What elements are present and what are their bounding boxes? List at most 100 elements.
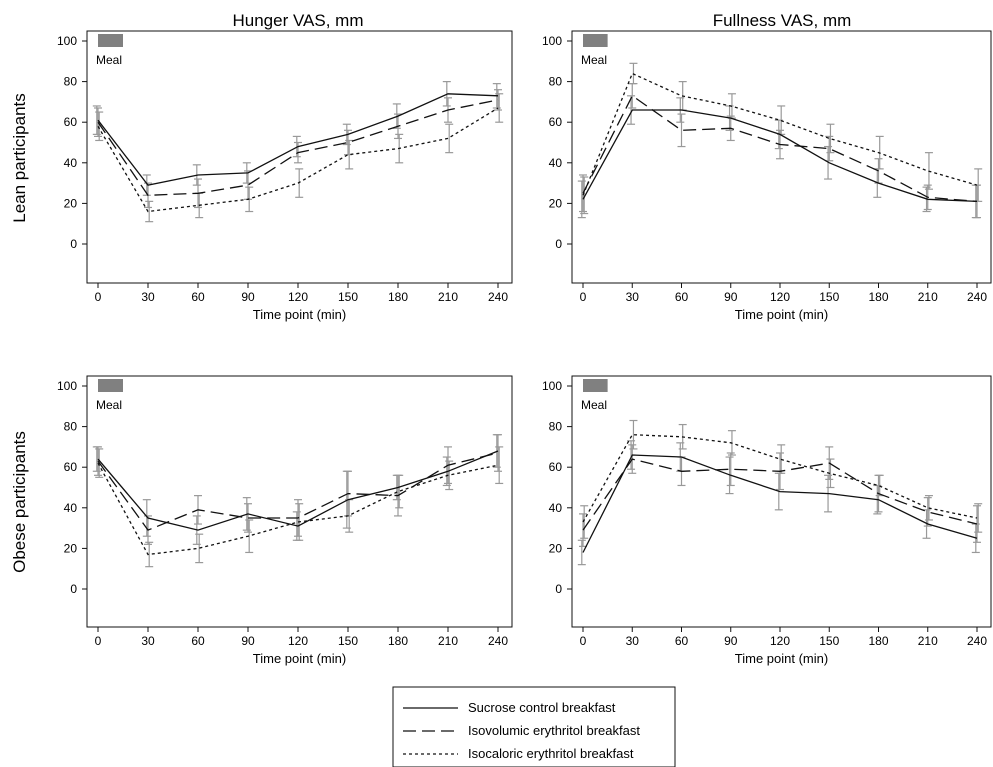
x-tick-label: 240: [488, 634, 508, 648]
y-tick-label: 60: [549, 115, 563, 129]
series-line-isocaloric: [97, 462, 499, 556]
row-label-lean: Lean participants: [10, 93, 29, 222]
meal-bar: [583, 379, 608, 392]
meal-label: Meal: [96, 398, 122, 412]
x-tick-label: 240: [967, 290, 987, 304]
column-title-fullness: Fullness VAS, mm: [713, 11, 852, 30]
x-tick-label: 0: [580, 634, 587, 648]
meal-bar: [583, 34, 608, 47]
chart-hunger-lean: 0 20 40 60 80 100 0 30 60 90 120 150 180 210 240 Time p…: [57, 30, 513, 322]
plot-frame: [86, 375, 513, 628]
meal-bar: [98, 379, 123, 392]
y-tick-label: 100: [542, 34, 562, 48]
x-tick-label: 90: [724, 290, 738, 304]
series-line-isocaloric: [97, 107, 499, 213]
x-tick-label: 180: [868, 290, 888, 304]
y-tick-label: 60: [64, 115, 78, 129]
y-tick-label: 80: [549, 420, 563, 434]
y-tick-label: 40: [64, 156, 78, 170]
x-tick-label: 90: [241, 290, 255, 304]
y-tick-label: 0: [70, 582, 77, 596]
y-tick-label: 100: [57, 34, 77, 48]
y-tick-label: 80: [549, 75, 563, 89]
legend-label-isovolumic: Isovolumic erythritol breakfast: [468, 723, 640, 738]
x-tick-label: 150: [819, 634, 839, 648]
chart-fullness-lean: 0 20 40 60 80 100 0 30 60 90 120 150 180 210 240 Time p…: [542, 30, 992, 322]
x-tick-label: 90: [724, 634, 738, 648]
x-axis-label: Time point (min): [253, 307, 346, 322]
x-tick-label: 0: [95, 634, 102, 648]
legend-label-isocaloric: Isocaloric erythritol breakfast: [468, 746, 634, 761]
y-tick-label: 0: [70, 237, 77, 251]
y-tick-label: 100: [57, 379, 77, 393]
y-tick-label: 40: [549, 156, 563, 170]
x-tick-label: 120: [288, 290, 308, 304]
x-tick-label: 210: [918, 290, 938, 304]
x-tick-label: 210: [918, 634, 938, 648]
x-tick-label: 210: [438, 290, 458, 304]
y-tick-label: 40: [64, 501, 78, 515]
x-tick-label: 180: [388, 290, 408, 304]
x-tick-label: 90: [241, 634, 255, 648]
y-tick-label: 0: [555, 582, 562, 596]
x-tick-label: 240: [967, 634, 987, 648]
x-tick-label: 60: [675, 634, 689, 648]
series-line-sucrose: [97, 93, 499, 186]
y-tick-label: 20: [64, 541, 78, 555]
x-axis-label: Time point (min): [735, 307, 828, 322]
meal-label: Meal: [581, 398, 607, 412]
x-tick-label: 180: [868, 634, 888, 648]
plot-frame: [571, 375, 992, 628]
y-tick-label: 60: [549, 460, 563, 474]
meal-label: Meal: [581, 53, 607, 67]
meal-bar: [98, 34, 123, 47]
row-label-obese: Obese participants: [10, 431, 29, 573]
x-tick-label: 120: [770, 290, 790, 304]
legend: Sucrose control breakfast Isovolumic ery…: [392, 686, 676, 767]
plot-frame: [86, 30, 513, 284]
x-tick-label: 120: [288, 634, 308, 648]
x-tick-label: 60: [191, 634, 205, 648]
x-tick-label: 150: [819, 290, 839, 304]
series-line-sucrose: [97, 450, 499, 531]
series-line-sucrose: [582, 454, 978, 553]
y-tick-label: 80: [64, 75, 78, 89]
y-tick-label: 100: [542, 379, 562, 393]
x-tick-label: 30: [141, 634, 155, 648]
y-tick-label: 40: [549, 501, 563, 515]
y-tick-label: 20: [549, 196, 563, 210]
chart-hunger-obese: 0 20 40 60 80 100 0 30 60 90 120 150 180 210 240 Time p…: [57, 375, 513, 666]
x-tick-label: 150: [338, 634, 358, 648]
y-tick-label: 20: [549, 541, 563, 555]
series-line-isovolumic: [582, 94, 978, 203]
series-line-isocaloric: [582, 434, 978, 523]
plot-frame: [571, 30, 992, 284]
legend-label-sucrose: Sucrose control breakfast: [468, 700, 616, 715]
chart-fullness-obese: 0 20 40 60 80 100 0 30 60 90 120 150 180 210 240 Time p…: [542, 375, 992, 666]
y-tick-label: 0: [555, 237, 562, 251]
x-tick-label: 30: [141, 290, 155, 304]
x-tick-label: 210: [438, 634, 458, 648]
y-tick-label: 20: [64, 196, 78, 210]
x-tick-label: 120: [770, 634, 790, 648]
x-tick-label: 0: [580, 290, 587, 304]
y-tick-label: 60: [64, 460, 78, 474]
series-line-isovolumic: [97, 452, 499, 531]
column-title-hunger: Hunger VAS, mm: [232, 11, 363, 30]
x-axis-label: Time point (min): [735, 651, 828, 666]
x-tick-label: 60: [675, 290, 689, 304]
x-tick-label: 150: [338, 290, 358, 304]
y-tick-label: 80: [64, 420, 78, 434]
x-tick-label: 180: [388, 634, 408, 648]
series-line-isovolumic: [582, 458, 978, 531]
meal-label: Meal: [96, 53, 122, 67]
x-tick-label: 60: [191, 290, 205, 304]
x-tick-label: 0: [95, 290, 102, 304]
series-line-isovolumic: [97, 99, 499, 196]
x-tick-label: 30: [626, 634, 640, 648]
x-tick-label: 30: [626, 290, 640, 304]
x-tick-label: 240: [488, 290, 508, 304]
x-axis-label: Time point (min): [253, 651, 346, 666]
series-line-sucrose: [582, 109, 978, 203]
